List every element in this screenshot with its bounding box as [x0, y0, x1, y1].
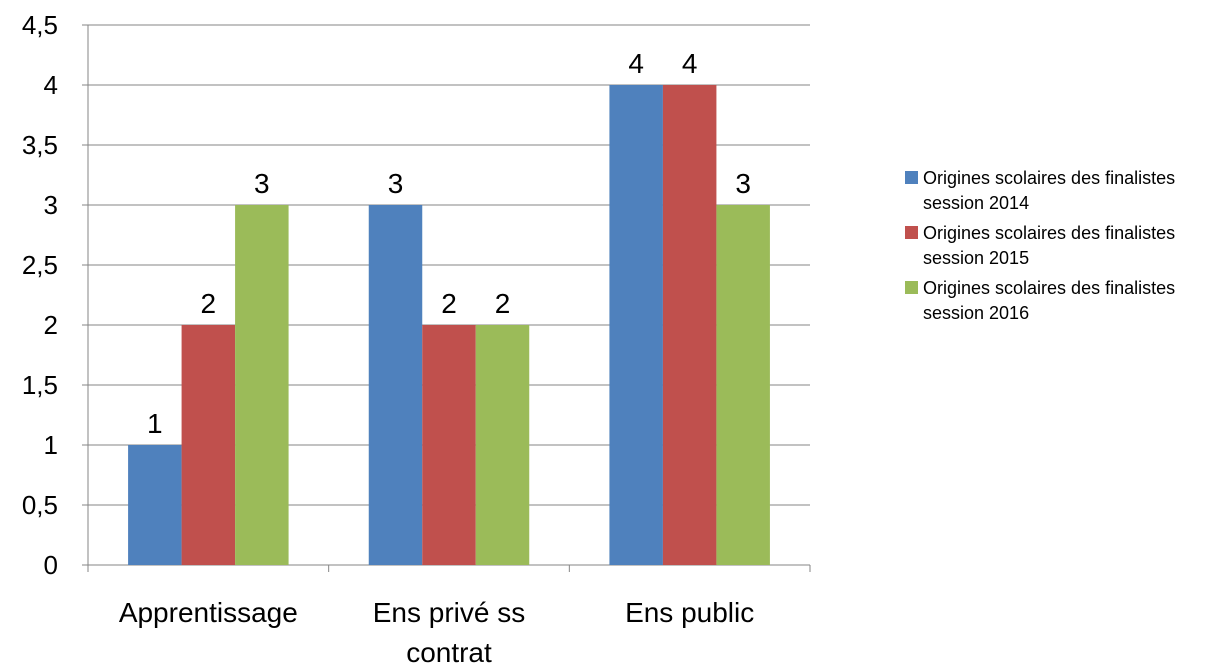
legend-label-2014: Origines scolaires des finalistes sessio…	[923, 168, 1176, 213]
bar	[422, 325, 476, 565]
legend-item-2016: Origines scolaires des finalistes sessio…	[905, 276, 1210, 326]
y-tick-label: 1,5	[22, 370, 58, 400]
x-category-label: Ens privé ss contrat	[373, 597, 526, 664]
bar-value-label: 2	[441, 288, 457, 319]
legend-item-2015: Origines scolaires des finalistes sessio…	[905, 221, 1210, 271]
bar-value-label: 2	[495, 288, 511, 319]
bar	[181, 325, 236, 565]
legend-item-2014: Origines scolaires des finalistes sessio…	[905, 166, 1210, 216]
bar	[662, 85, 717, 565]
bar-value-label: 4	[682, 48, 698, 79]
bar	[716, 205, 770, 565]
bar	[128, 445, 182, 565]
y-tick-label: 2,5	[22, 250, 58, 280]
y-tick-label: 4,5	[22, 10, 58, 40]
y-tick-label: 4	[44, 70, 58, 100]
bar	[368, 205, 423, 565]
y-tick-label: 3,5	[22, 130, 58, 160]
bar-value-label: 3	[254, 168, 270, 199]
legend-label-2015: Origines scolaires des finalistes sessio…	[923, 223, 1176, 268]
x-category-label: Ens public	[625, 597, 754, 628]
bar	[475, 325, 530, 565]
y-tick-label: 2	[44, 310, 58, 340]
legend-swatch-2014	[905, 171, 918, 184]
y-tick-label: 1	[44, 430, 58, 460]
bar-value-label: 2	[201, 288, 217, 319]
y-tick-label: 0	[44, 550, 58, 580]
axes: 0 0,5 1 1,5 2 2,5 3 3,5 4 4,5 Apprentissage Ens pri…	[22, 10, 811, 664]
bar-value-label: 1	[147, 408, 163, 439]
y-tick-label: 0,5	[22, 490, 58, 520]
bar	[235, 205, 289, 565]
bars	[128, 85, 770, 565]
legend-label-2016: Origines scolaires des finalistes sessio…	[923, 278, 1176, 323]
bar-value-label: 3	[388, 168, 404, 199]
data-labels: 1 3 4 2 2 4 3 2 3	[147, 48, 751, 439]
bar-value-label: 3	[735, 168, 751, 199]
legend: Origines scolaires des finalistes sessio…	[905, 166, 1210, 331]
legend-swatch-2015	[905, 226, 918, 239]
bar-value-label: 4	[628, 48, 644, 79]
legend-swatch-2016	[905, 281, 918, 294]
bar	[609, 85, 663, 565]
x-category-label: Apprentissage	[119, 597, 298, 628]
y-tick-label: 3	[44, 190, 58, 220]
